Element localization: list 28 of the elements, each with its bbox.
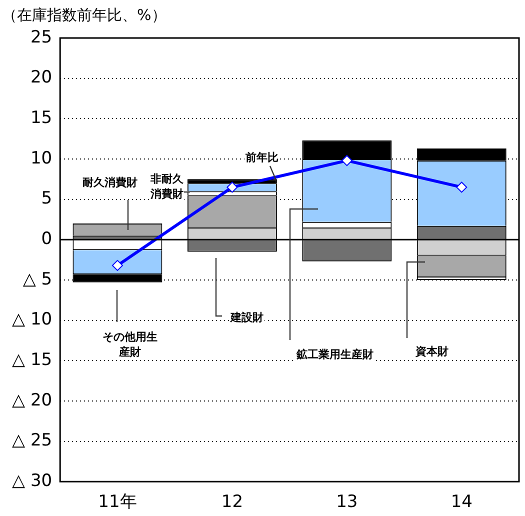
y-tick-label: △ 30 xyxy=(12,471,52,492)
y-tick-label: 10 xyxy=(30,148,52,168)
y-axis-title: （在庫指数前年比、%） xyxy=(2,6,166,24)
text: その他用生産財 xyxy=(102,330,158,358)
y-tick-label: △ 25 xyxy=(12,430,52,451)
y-tick-label: 20 xyxy=(30,68,52,88)
y-tick-label: 25 xyxy=(30,27,52,48)
point xyxy=(226,182,238,193)
y-tick-label: 0 xyxy=(41,229,52,250)
text: 鉱工業用生産財 xyxy=(296,348,374,361)
x-tick-label: 12 xyxy=(221,492,244,512)
y-tick-label: 15 xyxy=(30,108,52,128)
y-tick-label: △ 20 xyxy=(12,390,52,410)
text: 建設財 xyxy=(230,310,264,324)
text: 資本財 xyxy=(414,344,448,358)
y-tick-label: △ 15 xyxy=(12,350,52,370)
series-label: 前年比 xyxy=(244,150,278,164)
x-tick-label: 11年 xyxy=(98,492,137,512)
point xyxy=(112,260,123,271)
text: 耐久消費財 xyxy=(82,176,138,189)
y-tick-label: △ 10 xyxy=(12,310,52,330)
point xyxy=(456,182,468,193)
series-label: 非耐久消費財 xyxy=(150,172,184,200)
x-tick-label: 13 xyxy=(336,492,358,512)
y-tick-label: 5 xyxy=(41,188,52,209)
x-tick-label: 14 xyxy=(450,492,472,512)
point xyxy=(341,155,352,166)
y-tick-label: △ 5 xyxy=(22,269,52,290)
